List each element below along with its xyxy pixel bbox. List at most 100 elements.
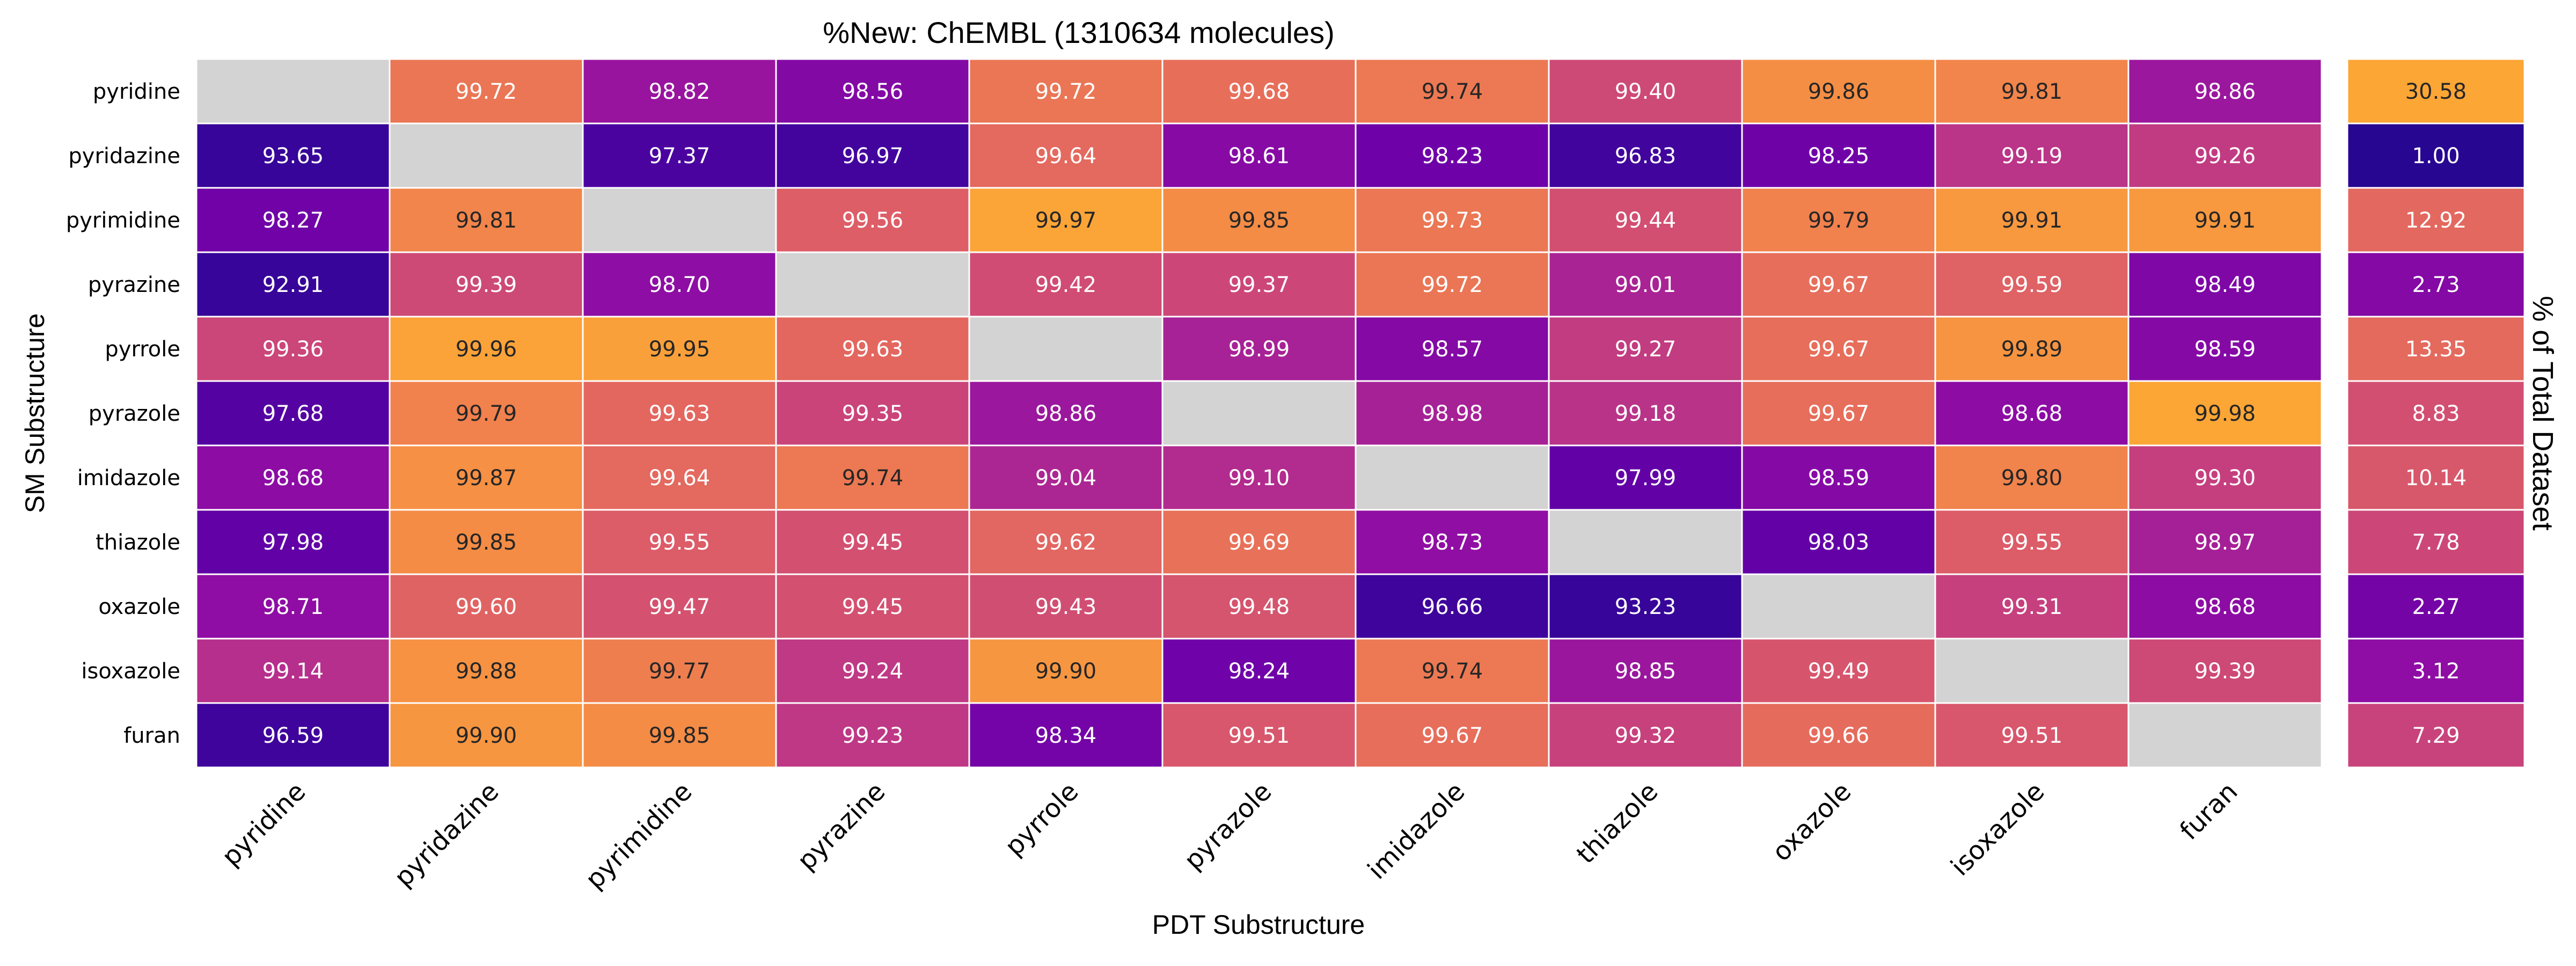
heatmap-cell bbox=[389, 444, 584, 511]
cell-value-label: 99.14 bbox=[262, 659, 324, 684]
heatmap-cell bbox=[2127, 187, 2323, 253]
cell-value-label: 99.36 bbox=[262, 337, 324, 362]
heatmap-cell-empty bbox=[968, 316, 1163, 382]
dataset-share-label: 12.92 bbox=[2405, 208, 2467, 233]
cell-value-label: 99.43 bbox=[1035, 595, 1097, 619]
y-tick-label: oxazole bbox=[98, 595, 180, 619]
heatmap-cell bbox=[195, 187, 391, 253]
cell-value-label: 99.67 bbox=[1422, 723, 1483, 748]
cell-value-label: 98.68 bbox=[262, 466, 324, 491]
heatmap-cell-empty bbox=[1934, 638, 2129, 704]
cell-value-label: 99.67 bbox=[1808, 401, 1870, 426]
heatmap-cell bbox=[775, 122, 970, 189]
heatmap-cell bbox=[1355, 380, 1550, 447]
cell-value-label: 99.66 bbox=[1808, 723, 1870, 748]
cell-value-label: 99.86 bbox=[1808, 79, 1870, 104]
cell-value-label: 99.91 bbox=[2194, 208, 2256, 233]
cell-value-label: 99.35 bbox=[842, 401, 904, 426]
cell-value-label: 99.97 bbox=[1035, 208, 1097, 233]
cell-value-label: 99.79 bbox=[1808, 208, 1870, 233]
heatmap-cell bbox=[1161, 573, 1357, 640]
heatmap-cell bbox=[1548, 316, 1743, 382]
cell-value-label: 99.98 bbox=[2194, 401, 2256, 426]
heatmap-cell bbox=[389, 509, 584, 575]
cell-value-label: 99.63 bbox=[842, 337, 904, 362]
cell-value-label: 98.56 bbox=[842, 79, 904, 104]
heatmap-cell bbox=[195, 251, 391, 318]
cell-value-label: 99.74 bbox=[842, 466, 904, 491]
cell-value-label: 98.82 bbox=[649, 79, 711, 104]
dataset-share-cell bbox=[2346, 444, 2526, 511]
dataset-share-cell bbox=[2346, 316, 2526, 382]
heatmap-cell bbox=[582, 444, 777, 511]
cell-value-label: 99.26 bbox=[2194, 144, 2256, 169]
heatmap-cell bbox=[2127, 573, 2323, 640]
y-tick-label: pyridine bbox=[93, 79, 180, 104]
cell-value-label: 96.66 bbox=[1422, 595, 1483, 619]
dataset-share-cell bbox=[2346, 187, 2526, 253]
dataset-share-column: 30.58 1.00 12.92 2.73 13.35 8.83 10.14 7.78 2.27… bbox=[2346, 58, 2526, 769]
cell-value-label: 93.65 bbox=[262, 144, 324, 169]
heatmap-cell bbox=[775, 58, 970, 125]
cell-value-label: 99.60 bbox=[456, 595, 517, 619]
heatmap-cell bbox=[1741, 58, 1936, 125]
heatmap-cell bbox=[968, 444, 1163, 511]
heatmap-cell bbox=[968, 187, 1163, 253]
heatmap-cell bbox=[1161, 509, 1357, 575]
dataset-share-label: 2.73 bbox=[2412, 273, 2460, 297]
dataset-share-label: 30.58 bbox=[2405, 79, 2467, 104]
heatmap-cell bbox=[582, 122, 777, 189]
cell-value-label: 98.49 bbox=[2194, 273, 2256, 297]
y-tick-label: pyridazine bbox=[68, 144, 180, 169]
cell-value-label: 98.73 bbox=[1422, 530, 1483, 555]
heatmap-cell bbox=[1934, 251, 2129, 318]
cell-value-label: 99.68 bbox=[1228, 79, 1290, 104]
dataset-share-label: 13.35 bbox=[2405, 337, 2467, 362]
cell-value-label: 99.18 bbox=[1615, 401, 1677, 426]
y-tick-label: furan bbox=[123, 723, 180, 748]
cell-value-label: 98.03 bbox=[1808, 530, 1870, 555]
heatmap-cell bbox=[1741, 380, 1936, 447]
cell-value-label: 97.37 bbox=[649, 144, 711, 169]
heatmap-cell bbox=[1741, 702, 1936, 769]
heatmap-cell bbox=[582, 509, 777, 575]
cell-value-label: 98.24 bbox=[1228, 659, 1290, 684]
heatmap-cell bbox=[1934, 58, 2129, 125]
heatmap-cell bbox=[775, 702, 970, 769]
heatmap-cell bbox=[2127, 58, 2323, 125]
dataset-share-cell bbox=[2346, 380, 2526, 447]
cell-value-label: 99.77 bbox=[649, 659, 711, 684]
heatmap-cell bbox=[1355, 316, 1550, 382]
heatmap-cell bbox=[1741, 251, 1936, 318]
dataset-share-label: 10.14 bbox=[2405, 466, 2467, 491]
cell-value-label: 99.04 bbox=[1035, 466, 1097, 491]
cell-value-label: 99.96 bbox=[456, 337, 517, 362]
heatmap-cell bbox=[775, 380, 970, 447]
cell-value-label: 98.27 bbox=[262, 208, 324, 233]
heatmap-cell bbox=[1934, 702, 2129, 769]
heatmap-cell bbox=[1741, 444, 1936, 511]
cell-value-label: 99.59 bbox=[2001, 273, 2063, 297]
y-tick-label: isoxazole bbox=[81, 659, 180, 684]
heatmap-cell bbox=[1161, 638, 1357, 704]
heatmap-cell bbox=[582, 702, 777, 769]
cell-value-label: 99.87 bbox=[456, 466, 517, 491]
heatmap-cell bbox=[1355, 509, 1550, 575]
heatmap-cell bbox=[389, 187, 584, 253]
cell-value-label: 99.72 bbox=[1035, 79, 1097, 104]
heatmap-cell bbox=[2127, 380, 2323, 447]
cell-value-label: 99.73 bbox=[1422, 208, 1483, 233]
cell-value-label: 98.34 bbox=[1035, 723, 1097, 748]
dataset-share-label: 2.27 bbox=[2412, 595, 2460, 619]
cell-value-label: 98.99 bbox=[1228, 337, 1290, 362]
cell-value-label: 98.23 bbox=[1422, 144, 1483, 169]
heatmap-cell bbox=[1355, 187, 1550, 253]
cell-value-label: 97.98 bbox=[262, 530, 324, 555]
cell-value-label: 98.57 bbox=[1422, 337, 1483, 362]
cell-value-label: 98.71 bbox=[262, 595, 324, 619]
heatmap-cell bbox=[968, 573, 1163, 640]
cell-value-label: 99.51 bbox=[1228, 723, 1290, 748]
heatmap-cell bbox=[1741, 316, 1936, 382]
cell-value-label: 99.48 bbox=[1228, 595, 1290, 619]
cell-value-label: 99.45 bbox=[842, 595, 904, 619]
